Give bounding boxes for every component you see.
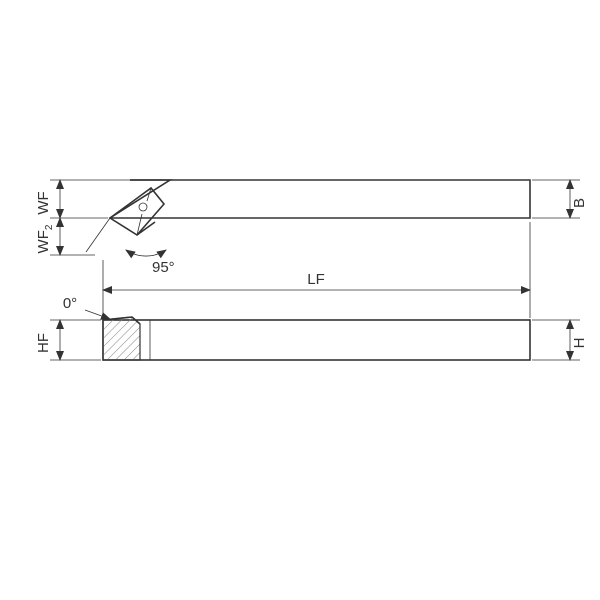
dim-wf2: WF2 (35, 218, 95, 255)
svg-text:WF2: WF2 (35, 224, 55, 253)
dim-b: B (532, 180, 588, 218)
label-hf: HF (35, 333, 52, 353)
label-95: 95° (152, 259, 175, 276)
side-view (103, 317, 530, 360)
label-0: 0° (63, 295, 77, 312)
label-wf: WF (35, 191, 52, 214)
top-insert (110, 188, 164, 235)
dim-hf: HF (35, 320, 101, 360)
top-view (110, 180, 530, 235)
label-wf2-sub: 2 (44, 224, 55, 230)
side-insert-section (103, 317, 140, 360)
tool-holder-diagram: 95° WF WF2 B LF (0, 0, 600, 600)
label-wf2: WF (35, 230, 52, 253)
label-h: H (571, 338, 588, 349)
angle-95: 95° (86, 218, 175, 276)
top-bar-outline (110, 180, 530, 218)
side-bar-outline (103, 320, 530, 360)
dim-wf: WF (35, 180, 130, 218)
dim-h: H (532, 320, 588, 360)
label-b: B (571, 198, 588, 208)
label-lf: LF (307, 271, 325, 288)
